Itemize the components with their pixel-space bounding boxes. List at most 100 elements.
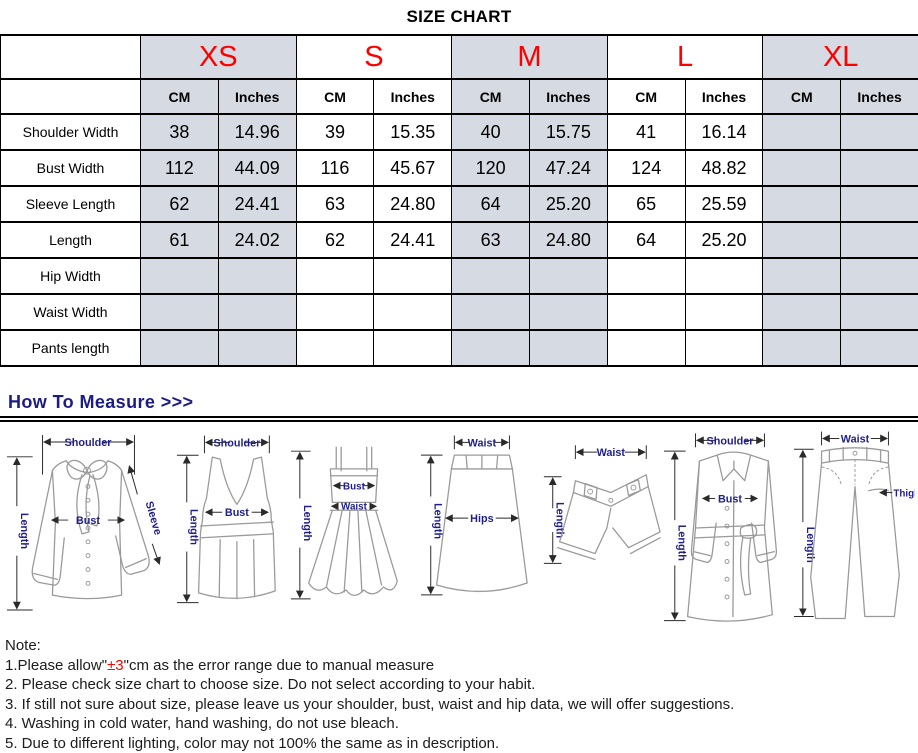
cell — [762, 293, 842, 331]
size-header-row: XS S M L XL — [0, 34, 918, 80]
cell: 112 — [140, 149, 219, 187]
unit-header: CM — [451, 78, 530, 115]
measure-label-length: Length — [432, 503, 444, 539]
cell — [762, 221, 842, 259]
cell — [762, 257, 842, 295]
cell — [451, 329, 530, 367]
row-label: Shoulder Width — [0, 113, 141, 151]
cell — [140, 293, 219, 331]
cell — [373, 257, 453, 295]
cell — [762, 149, 842, 187]
corner-cell — [0, 34, 141, 80]
unit-header: Inches — [840, 78, 918, 115]
cell: 120 — [451, 149, 530, 187]
measure-label-shoulder: Shoulder — [214, 437, 262, 449]
cell — [684, 293, 764, 331]
note-1-tolerance: ±3 — [107, 656, 124, 674]
corner-cell-2 — [0, 78, 141, 115]
unit-header: Inches — [528, 78, 608, 115]
cell: 63 — [451, 221, 530, 259]
note-line-5: 5. Due to different lighting, color may … — [5, 734, 500, 752]
table-row: Shoulder Width 38 14.96 39 15.35 40 15.7… — [0, 113, 918, 151]
cell: 15.75 — [528, 113, 608, 151]
measure-figures: Shoulder Length Bust Sleeve Shoulder Len… — [0, 422, 918, 628]
cell: 62 — [140, 185, 219, 223]
measure-label-waist: Waist — [596, 447, 625, 459]
cell — [762, 185, 842, 223]
cell — [840, 113, 918, 151]
size-header-m: M — [451, 34, 608, 80]
unit-header-row: CM Inches CM Inches CM Inches CM Inches … — [0, 78, 918, 115]
cell: 65 — [606, 185, 686, 223]
cell: 39 — [295, 113, 375, 151]
cell — [451, 257, 530, 295]
measure-label-waist: Waist — [341, 501, 368, 512]
unit-header: CM — [606, 78, 686, 115]
unit-header: CM — [295, 78, 375, 115]
cell — [840, 293, 918, 331]
cell: 61 — [140, 221, 219, 259]
cell — [840, 149, 918, 187]
cell — [840, 329, 918, 367]
measure-label-waist: Waist — [468, 437, 497, 449]
size-chart-table: XS S M L XL CM Inches CM Inches CM Inche… — [0, 34, 918, 367]
unit-header: CM — [140, 78, 219, 115]
cell — [295, 257, 375, 295]
measure-label-bust: Bust — [343, 482, 366, 493]
cell — [684, 329, 764, 367]
cell: 116 — [295, 149, 375, 187]
cell: 25.59 — [684, 185, 764, 223]
table-row: Hip Width — [0, 257, 918, 295]
notes-section: Note: 1.Please allow"±3"cm as the error … — [5, 636, 918, 753]
table-row: Waist Width — [0, 293, 918, 331]
page-title: SIZE CHART — [406, 7, 512, 26]
table-row: Sleeve Length 62 24.41 63 24.80 64 25.20… — [0, 185, 918, 223]
measure-label-bust: Bust — [76, 515, 101, 527]
cell — [451, 293, 530, 331]
row-label: Pants length — [0, 329, 141, 367]
unit-header: Inches — [373, 78, 453, 115]
note-1-suffix: "cm as the error range due to manual mea… — [123, 656, 435, 674]
note-line-4: 4. Washing in cold water, hand washing, … — [5, 715, 399, 732]
cell: 16.14 — [684, 113, 764, 151]
row-label: Waist Width — [0, 293, 141, 331]
cell — [140, 257, 219, 295]
cell: 41 — [606, 113, 686, 151]
cell — [840, 185, 918, 223]
cell — [684, 257, 764, 295]
measure-label-bust: Bust — [225, 507, 249, 519]
figure-blouse: Shoulder Length Bust Sleeve — [6, 435, 164, 611]
cell — [606, 293, 686, 331]
size-header-xl: XL — [762, 34, 918, 80]
cell: 24.02 — [217, 221, 297, 259]
cell — [762, 113, 842, 151]
cell: 24.41 — [373, 221, 453, 259]
measure-label-shoulder: Shoulder — [64, 437, 112, 449]
figure-skirt: Waist Length Hips — [421, 435, 529, 596]
unit-header: CM — [762, 78, 842, 115]
measure-label-sleeve: Sleeve — [143, 500, 164, 536]
cell — [840, 221, 918, 259]
cell: 124 — [606, 149, 686, 187]
unit-header: Inches — [684, 78, 764, 115]
cell — [840, 257, 918, 295]
cell: 15.35 — [373, 113, 453, 151]
table-row: Length 61 24.02 62 24.41 63 24.80 64 25.… — [0, 221, 918, 259]
cell — [606, 257, 686, 295]
cell — [528, 329, 608, 367]
table-row: Pants length — [0, 329, 918, 367]
cell — [217, 329, 297, 367]
figure-shorts: Waist Length — [543, 445, 661, 564]
size-header-s: S — [295, 34, 453, 80]
how-to-measure-heading: How To Measure >>> — [8, 392, 194, 412]
cell — [528, 293, 608, 331]
cell: 45.67 — [373, 149, 453, 187]
figure-tank-top: Shoulder Length Bust — [177, 435, 277, 604]
table-row: Bust Width 112 44.09 116 45.67 120 47.24… — [0, 149, 918, 187]
row-label: Bust Width — [0, 149, 141, 187]
cell: 62 — [295, 221, 375, 259]
figure-pants: Waist Length Thigh — [793, 431, 915, 620]
figure-coat: Shoulder Length Bust — [663, 433, 777, 622]
cell: 24.80 — [373, 185, 453, 223]
measure-label-bust: Bust — [718, 493, 742, 505]
